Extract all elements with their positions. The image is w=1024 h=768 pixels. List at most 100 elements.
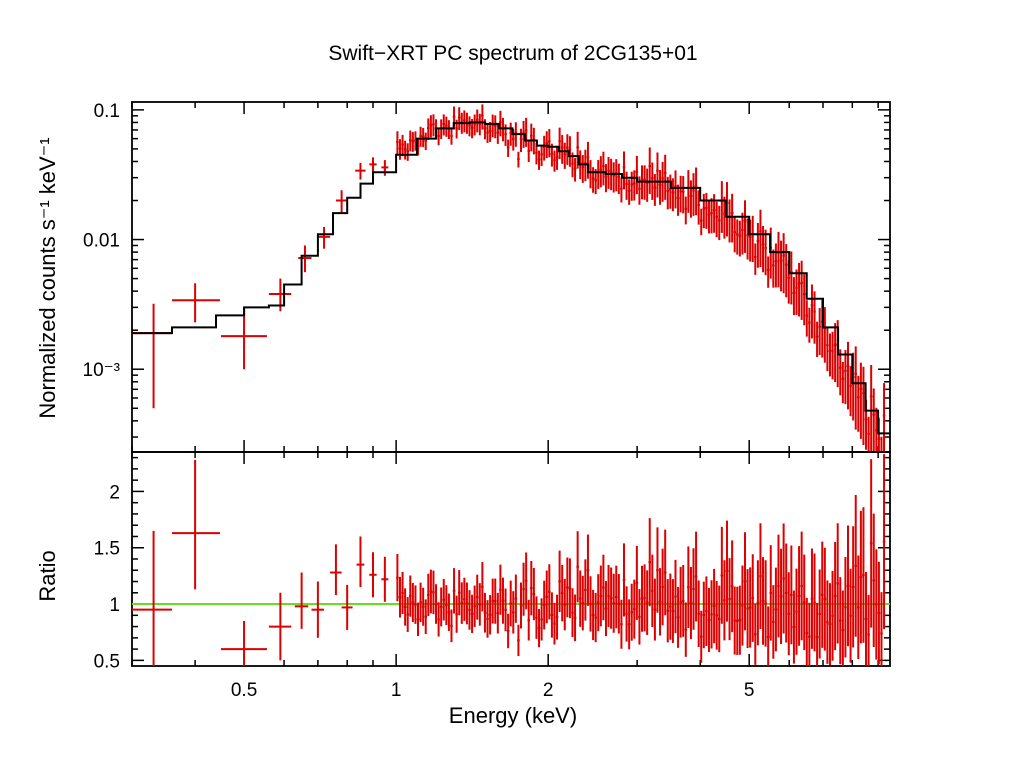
ratio-point	[656, 527, 659, 613]
ratio-point	[604, 581, 608, 637]
ratio-point	[499, 564, 502, 615]
ratio-point	[540, 598, 543, 641]
data-point	[681, 176, 685, 214]
data-point	[602, 151, 605, 186]
ratio-point	[442, 578, 446, 621]
ratio-point	[470, 594, 474, 634]
data-point	[702, 193, 706, 229]
data-point	[486, 123, 489, 143]
data-point	[627, 179, 631, 205]
ratio-point	[723, 560, 726, 641]
ratio-point	[784, 543, 788, 643]
ratio-point	[782, 523, 785, 634]
x-tick-label: 0.5	[231, 680, 257, 701]
data-point	[833, 323, 837, 383]
ratio-point	[450, 609, 453, 643]
ratio-point	[790, 545, 793, 645]
ratio-point	[645, 570, 649, 636]
ratio-point	[517, 624, 520, 657]
ratio-point	[457, 570, 461, 616]
data-point	[694, 167, 698, 216]
ratio-point	[756, 560, 760, 646]
ratio-point	[132, 530, 172, 666]
data-point	[589, 160, 592, 189]
ratio-point	[769, 545, 773, 641]
data-point	[733, 217, 736, 253]
data-point	[730, 193, 734, 243]
data-point	[496, 123, 500, 144]
ratio-point	[671, 579, 675, 644]
ratio-point	[684, 602, 688, 657]
ratio-point	[728, 558, 731, 641]
y-tick-label: 10⁻³	[83, 360, 121, 381]
ratio-point	[483, 592, 487, 633]
ratio-point	[828, 583, 832, 666]
data-point	[584, 149, 587, 182]
ratio-point	[535, 596, 538, 639]
ratio-point	[761, 557, 765, 645]
data-point	[772, 249, 775, 288]
data-point	[645, 168, 649, 202]
ratio-point	[746, 569, 749, 649]
y-tick-label: 1	[109, 595, 120, 616]
data-point	[499, 110, 502, 137]
data-point	[867, 416, 870, 452]
ratio-point	[638, 589, 641, 645]
data-point	[679, 175, 682, 213]
x-tick-label: 2	[543, 680, 554, 701]
ratio-point	[542, 580, 546, 630]
ratio-point	[465, 582, 469, 625]
ratio-panel: 0.5 1 1.5 2 0.5 1 2 5	[94, 451, 891, 701]
ratio-point	[820, 541, 824, 648]
data-point	[684, 196, 688, 225]
data-point	[882, 383, 886, 452]
ratio-point	[699, 610, 703, 663]
data-point	[743, 200, 747, 253]
ratio-point	[687, 546, 690, 628]
data-point	[537, 150, 541, 170]
ratio-point	[514, 574, 518, 623]
x-axis-label: Energy (keV)	[449, 703, 577, 728]
data-point	[625, 171, 628, 200]
data-point	[764, 229, 767, 276]
data-point	[805, 300, 809, 337]
data-point	[401, 134, 404, 157]
data-point	[468, 116, 471, 137]
data-point	[692, 173, 695, 216]
ratio-point	[594, 592, 597, 643]
ratio-point	[496, 592, 500, 634]
ratio-point	[710, 580, 713, 649]
data-point	[542, 135, 546, 161]
data-point	[398, 139, 402, 160]
data-point	[555, 147, 559, 170]
ratio-point	[571, 588, 574, 638]
ratio-point	[779, 548, 783, 644]
x-tick-label: 5	[744, 680, 755, 701]
ratio-point	[707, 587, 711, 653]
data-point	[553, 150, 556, 172]
data-point	[810, 284, 814, 339]
data-point	[607, 157, 610, 189]
data-point	[813, 291, 816, 344]
data-point	[818, 308, 821, 356]
data-point	[540, 144, 543, 167]
ratio-point	[689, 567, 693, 640]
data-point	[573, 157, 577, 182]
data-point	[669, 174, 672, 209]
data-point	[699, 208, 703, 236]
data-point	[710, 198, 713, 234]
ratio-point	[509, 580, 512, 627]
y-axis-label-spectrum: Normalized counts s⁻¹ keV⁻¹	[35, 137, 60, 418]
ratio-point	[674, 559, 677, 634]
ratio-point	[748, 567, 752, 648]
data-point	[859, 362, 863, 439]
ratio-point	[653, 578, 657, 641]
data-point	[676, 184, 680, 216]
ratio-point	[880, 592, 883, 666]
data-point	[317, 226, 331, 249]
ratio-point	[733, 586, 736, 655]
data-point	[674, 170, 677, 209]
ratio-point	[419, 582, 422, 623]
ratio-point	[607, 564, 610, 627]
ratio-point	[846, 525, 850, 647]
